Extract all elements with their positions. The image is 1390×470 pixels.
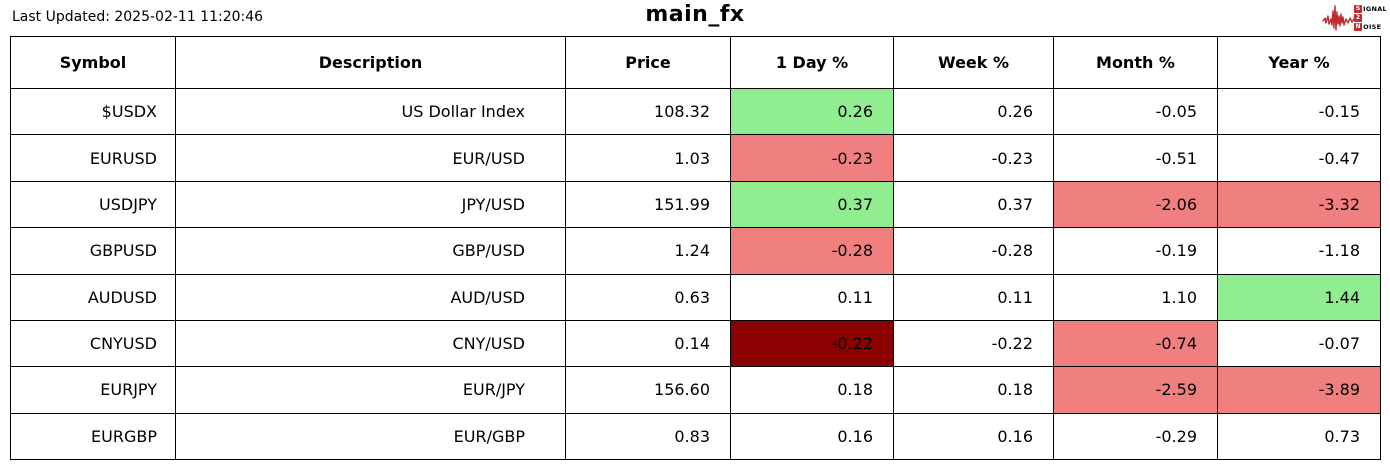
month-pct-cell: -2.06 xyxy=(1053,180,1218,229)
week-pct-cell: 0.26 xyxy=(893,87,1054,136)
signal2noise-logo: S IGNAL 2 N OISE xyxy=(1322,4,1387,31)
top-bar: Last Updated: 2025-02-11 11:20:46 main_f… xyxy=(0,0,1390,36)
table-row: EURGBP EUR/GBP 0.83 0.16 0.16 -0.29 0.73 xyxy=(10,412,1381,461)
column-header-week-pct: Week % xyxy=(893,36,1054,89)
month-pct-cell: -0.29 xyxy=(1053,412,1218,461)
price-cell: 108.32 xyxy=(565,87,731,136)
symbol-cell: USDJPY xyxy=(10,180,176,229)
logo-line: S IGNAL xyxy=(1354,4,1387,13)
table-row: EURJPY EUR/JPY 156.60 0.18 0.18 -2.59 -3… xyxy=(10,366,1381,414)
logo-letter-badge: S xyxy=(1354,4,1363,13)
month-pct-cell: -0.51 xyxy=(1053,134,1218,182)
column-header-symbol: Symbol xyxy=(10,36,176,89)
month-pct-cell: 1.10 xyxy=(1053,273,1218,321)
symbol-cell: EURGBP xyxy=(10,412,176,461)
week-pct-cell: 0.37 xyxy=(893,180,1054,229)
column-header-day-pct: 1 Day % xyxy=(730,36,894,89)
year-pct-cell: -1.18 xyxy=(1217,227,1381,275)
header-row: Symbol Description Price 1 Day % Week % … xyxy=(10,36,1381,89)
day-pct-cell: 0.37 xyxy=(730,180,894,229)
logo-line: N OISE xyxy=(1354,22,1387,31)
description-cell: EUR/JPY xyxy=(175,366,566,414)
symbol-cell: CNYUSD xyxy=(10,319,176,368)
year-pct-cell: -3.89 xyxy=(1217,366,1381,414)
description-cell: CNY/USD xyxy=(175,319,566,368)
fx-table: Symbol Description Price 1 Day % Week % … xyxy=(10,36,1381,461)
logo-letter-badge: 2 xyxy=(1354,13,1363,22)
price-cell: 156.60 xyxy=(565,366,731,414)
description-cell: GBP/USD xyxy=(175,227,566,275)
year-pct-cell: -0.47 xyxy=(1217,134,1381,182)
day-pct-cell: 0.26 xyxy=(730,87,894,136)
price-cell: 0.14 xyxy=(565,319,731,368)
symbol-cell: EURUSD xyxy=(10,134,176,182)
price-cell: 1.03 xyxy=(565,134,731,182)
month-pct-cell: -0.74 xyxy=(1053,319,1218,368)
week-pct-cell: -0.28 xyxy=(893,227,1054,275)
price-cell: 0.63 xyxy=(565,273,731,321)
table-row: EURUSD EUR/USD 1.03 -0.23 -0.23 -0.51 -0… xyxy=(10,134,1381,182)
logo-line-rest: OISE xyxy=(1363,22,1382,31)
description-cell: JPY/USD xyxy=(175,180,566,229)
day-pct-cell: -0.23 xyxy=(730,134,894,182)
symbol-cell: AUDUSD xyxy=(10,273,176,321)
week-pct-cell: -0.22 xyxy=(893,319,1054,368)
day-pct-cell: -0.28 xyxy=(730,227,894,275)
year-pct-cell: -0.15 xyxy=(1217,87,1381,136)
day-pct-cell: 0.11 xyxy=(730,273,894,321)
price-cell: 0.83 xyxy=(565,412,731,461)
month-pct-cell: -0.05 xyxy=(1053,87,1218,136)
year-pct-cell: 1.44 xyxy=(1217,273,1381,321)
table-row: AUDUSD AUD/USD 0.63 0.11 0.11 1.10 1.44 xyxy=(10,273,1381,321)
month-pct-cell: -0.19 xyxy=(1053,227,1218,275)
description-cell: US Dollar Index xyxy=(175,87,566,136)
table-row: USDJPY JPY/USD 151.99 0.37 0.37 -2.06 -3… xyxy=(10,180,1381,229)
last-updated-text: Last Updated: 2025-02-11 11:20:46 xyxy=(12,9,264,25)
day-pct-cell: 0.18 xyxy=(730,366,894,414)
column-header-description: Description xyxy=(175,36,566,89)
symbol-cell: EURJPY xyxy=(10,366,176,414)
day-pct-cell: -0.22 xyxy=(730,319,894,368)
year-pct-cell: -3.32 xyxy=(1217,180,1381,229)
month-pct-cell: -2.59 xyxy=(1053,366,1218,414)
table-row: CNYUSD CNY/USD 0.14 -0.22 -0.22 -0.74 -0… xyxy=(10,319,1381,368)
table-row: GBPUSD GBP/USD 1.24 -0.28 -0.28 -0.19 -1… xyxy=(10,227,1381,275)
column-header-month-pct: Month % xyxy=(1053,36,1218,89)
logo-line-rest: IGNAL xyxy=(1363,4,1387,13)
waveform-icon xyxy=(1322,5,1358,31)
description-cell: AUD/USD xyxy=(175,273,566,321)
week-pct-cell: 0.11 xyxy=(893,273,1054,321)
day-pct-cell: 0.16 xyxy=(730,412,894,461)
description-cell: EUR/USD xyxy=(175,134,566,182)
symbol-cell: $USDX xyxy=(10,87,176,136)
column-header-year-pct: Year % xyxy=(1217,36,1381,89)
week-pct-cell: 0.18 xyxy=(893,366,1054,414)
column-header-price: Price xyxy=(565,36,731,89)
description-cell: EUR/GBP xyxy=(175,412,566,461)
page-title: main_fx xyxy=(645,2,745,27)
year-pct-cell: 0.73 xyxy=(1217,412,1381,461)
logo-line: 2 xyxy=(1354,13,1387,22)
price-cell: 1.24 xyxy=(565,227,731,275)
logo-letter-badge: N xyxy=(1354,22,1363,31)
logo-text: S IGNAL 2 N OISE xyxy=(1354,4,1387,31)
week-pct-cell: -0.23 xyxy=(893,134,1054,182)
year-pct-cell: -0.07 xyxy=(1217,319,1381,368)
week-pct-cell: 0.16 xyxy=(893,412,1054,461)
table-row: $USDX US Dollar Index 108.32 0.26 0.26 -… xyxy=(10,87,1381,136)
symbol-cell: GBPUSD xyxy=(10,227,176,275)
price-cell: 151.99 xyxy=(565,180,731,229)
